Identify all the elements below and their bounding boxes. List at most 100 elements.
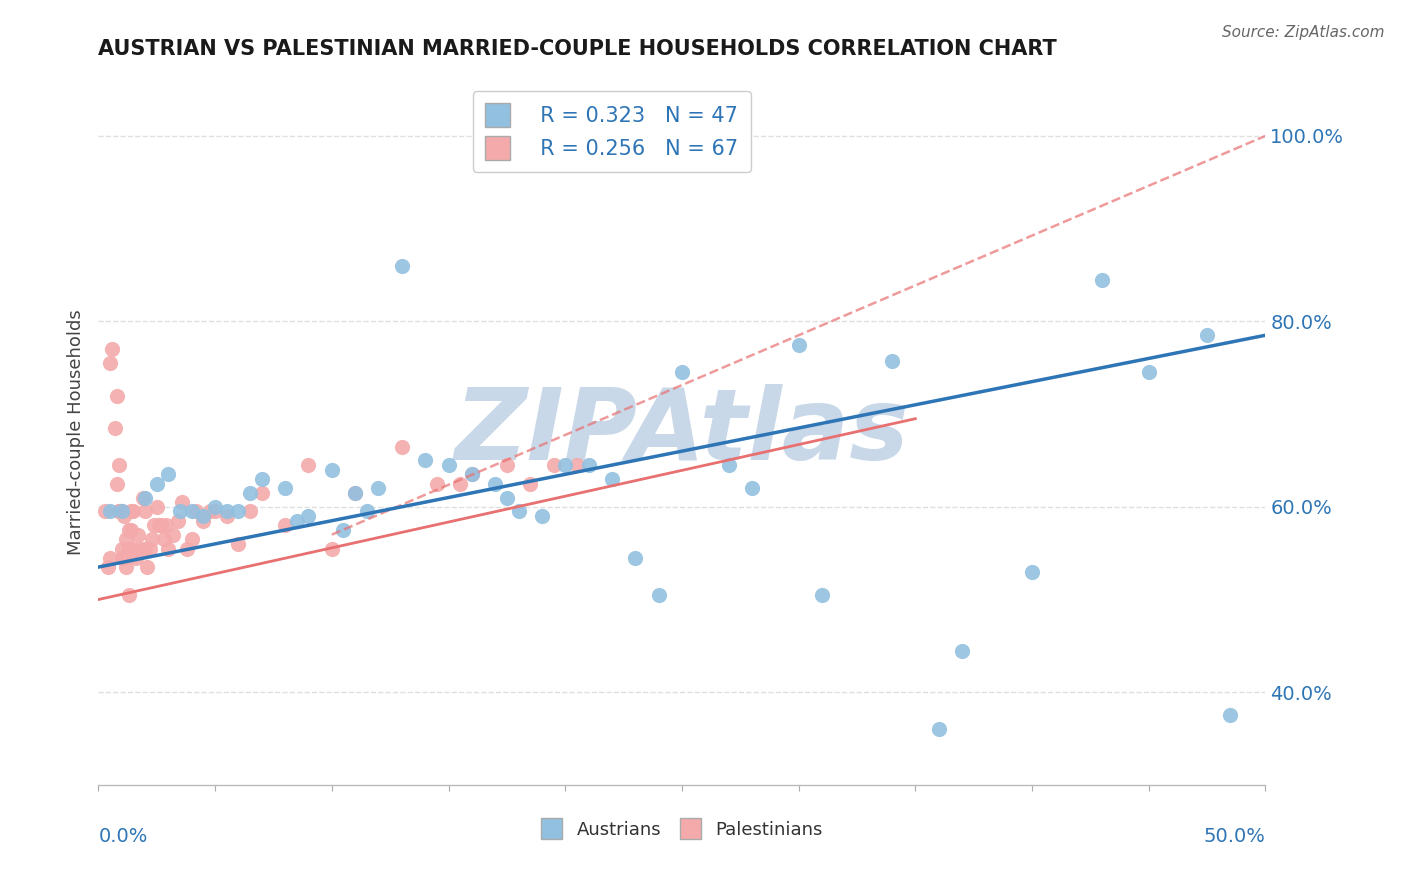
Point — [787, 337, 810, 351]
Point — [115, 533, 138, 547]
Point — [108, 504, 131, 518]
Point — [157, 541, 180, 556]
Point — [146, 476, 169, 491]
Point — [125, 550, 148, 565]
Point — [101, 342, 124, 356]
Point — [115, 560, 138, 574]
Point — [285, 514, 308, 528]
Point — [426, 476, 449, 491]
Point — [461, 467, 484, 482]
Text: ZIPAtlas: ZIPAtlas — [454, 384, 910, 481]
Point — [166, 514, 188, 528]
Point — [98, 550, 121, 565]
Point — [508, 504, 530, 518]
Point — [543, 458, 565, 472]
Point — [108, 458, 131, 472]
Point — [139, 541, 162, 556]
Point — [162, 527, 184, 541]
Point — [215, 509, 238, 524]
Point — [413, 453, 436, 467]
Point — [239, 504, 262, 518]
Point — [321, 463, 343, 477]
Point — [496, 458, 519, 472]
Point — [391, 440, 413, 454]
Point — [111, 504, 134, 518]
Point — [1091, 272, 1114, 286]
Point — [484, 476, 506, 491]
Point — [122, 541, 145, 556]
Point — [112, 509, 135, 524]
Point — [143, 518, 166, 533]
Point — [250, 472, 273, 486]
Point — [1137, 365, 1160, 379]
Point — [239, 486, 262, 500]
Point — [136, 560, 159, 574]
Point — [118, 541, 141, 556]
Point — [344, 486, 367, 500]
Point — [193, 514, 215, 528]
Point — [148, 518, 170, 533]
Point — [108, 504, 131, 518]
Point — [146, 500, 169, 514]
Point — [332, 523, 354, 537]
Point — [880, 354, 903, 368]
Point — [228, 504, 250, 518]
Point — [367, 481, 389, 495]
Point — [104, 421, 127, 435]
Point — [624, 550, 647, 565]
Point — [141, 533, 163, 547]
Point — [297, 509, 319, 524]
Point — [169, 504, 191, 518]
Legend: Austrians, Palestinians: Austrians, Palestinians — [533, 811, 831, 847]
Point — [1219, 708, 1241, 723]
Text: Source: ZipAtlas.com: Source: ZipAtlas.com — [1222, 25, 1385, 40]
Point — [391, 259, 413, 273]
Point — [111, 504, 134, 518]
Point — [132, 491, 155, 505]
Point — [554, 458, 576, 472]
Point — [176, 541, 198, 556]
Point — [215, 504, 238, 518]
Point — [1195, 328, 1218, 343]
Point — [172, 495, 194, 509]
Point — [118, 588, 141, 602]
Point — [717, 458, 740, 472]
Point — [120, 523, 142, 537]
Point — [134, 504, 156, 518]
Point — [180, 504, 202, 518]
Point — [496, 491, 519, 505]
Point — [811, 588, 834, 602]
Point — [671, 365, 693, 379]
Point — [155, 518, 177, 533]
Point — [530, 509, 553, 524]
Point — [98, 504, 121, 518]
Point — [647, 588, 669, 602]
Point — [344, 486, 367, 500]
Point — [97, 560, 120, 574]
Point — [129, 541, 152, 556]
Point — [204, 500, 226, 514]
Point — [321, 541, 343, 556]
Point — [519, 476, 541, 491]
Point — [600, 472, 623, 486]
Y-axis label: Married-couple Households: Married-couple Households — [66, 310, 84, 556]
Point — [127, 527, 149, 541]
Point — [105, 476, 128, 491]
Point — [157, 467, 180, 482]
Point — [152, 533, 174, 547]
Point — [356, 504, 378, 518]
Point — [228, 537, 250, 551]
Point — [122, 504, 145, 518]
Point — [120, 504, 142, 518]
Point — [578, 458, 600, 472]
Point — [950, 643, 973, 657]
Point — [186, 504, 208, 518]
Point — [437, 458, 460, 472]
Point — [118, 523, 141, 537]
Point — [94, 504, 117, 518]
Point — [204, 504, 226, 518]
Point — [105, 388, 128, 402]
Point — [274, 481, 297, 495]
Point — [134, 491, 156, 505]
Point — [180, 533, 202, 547]
